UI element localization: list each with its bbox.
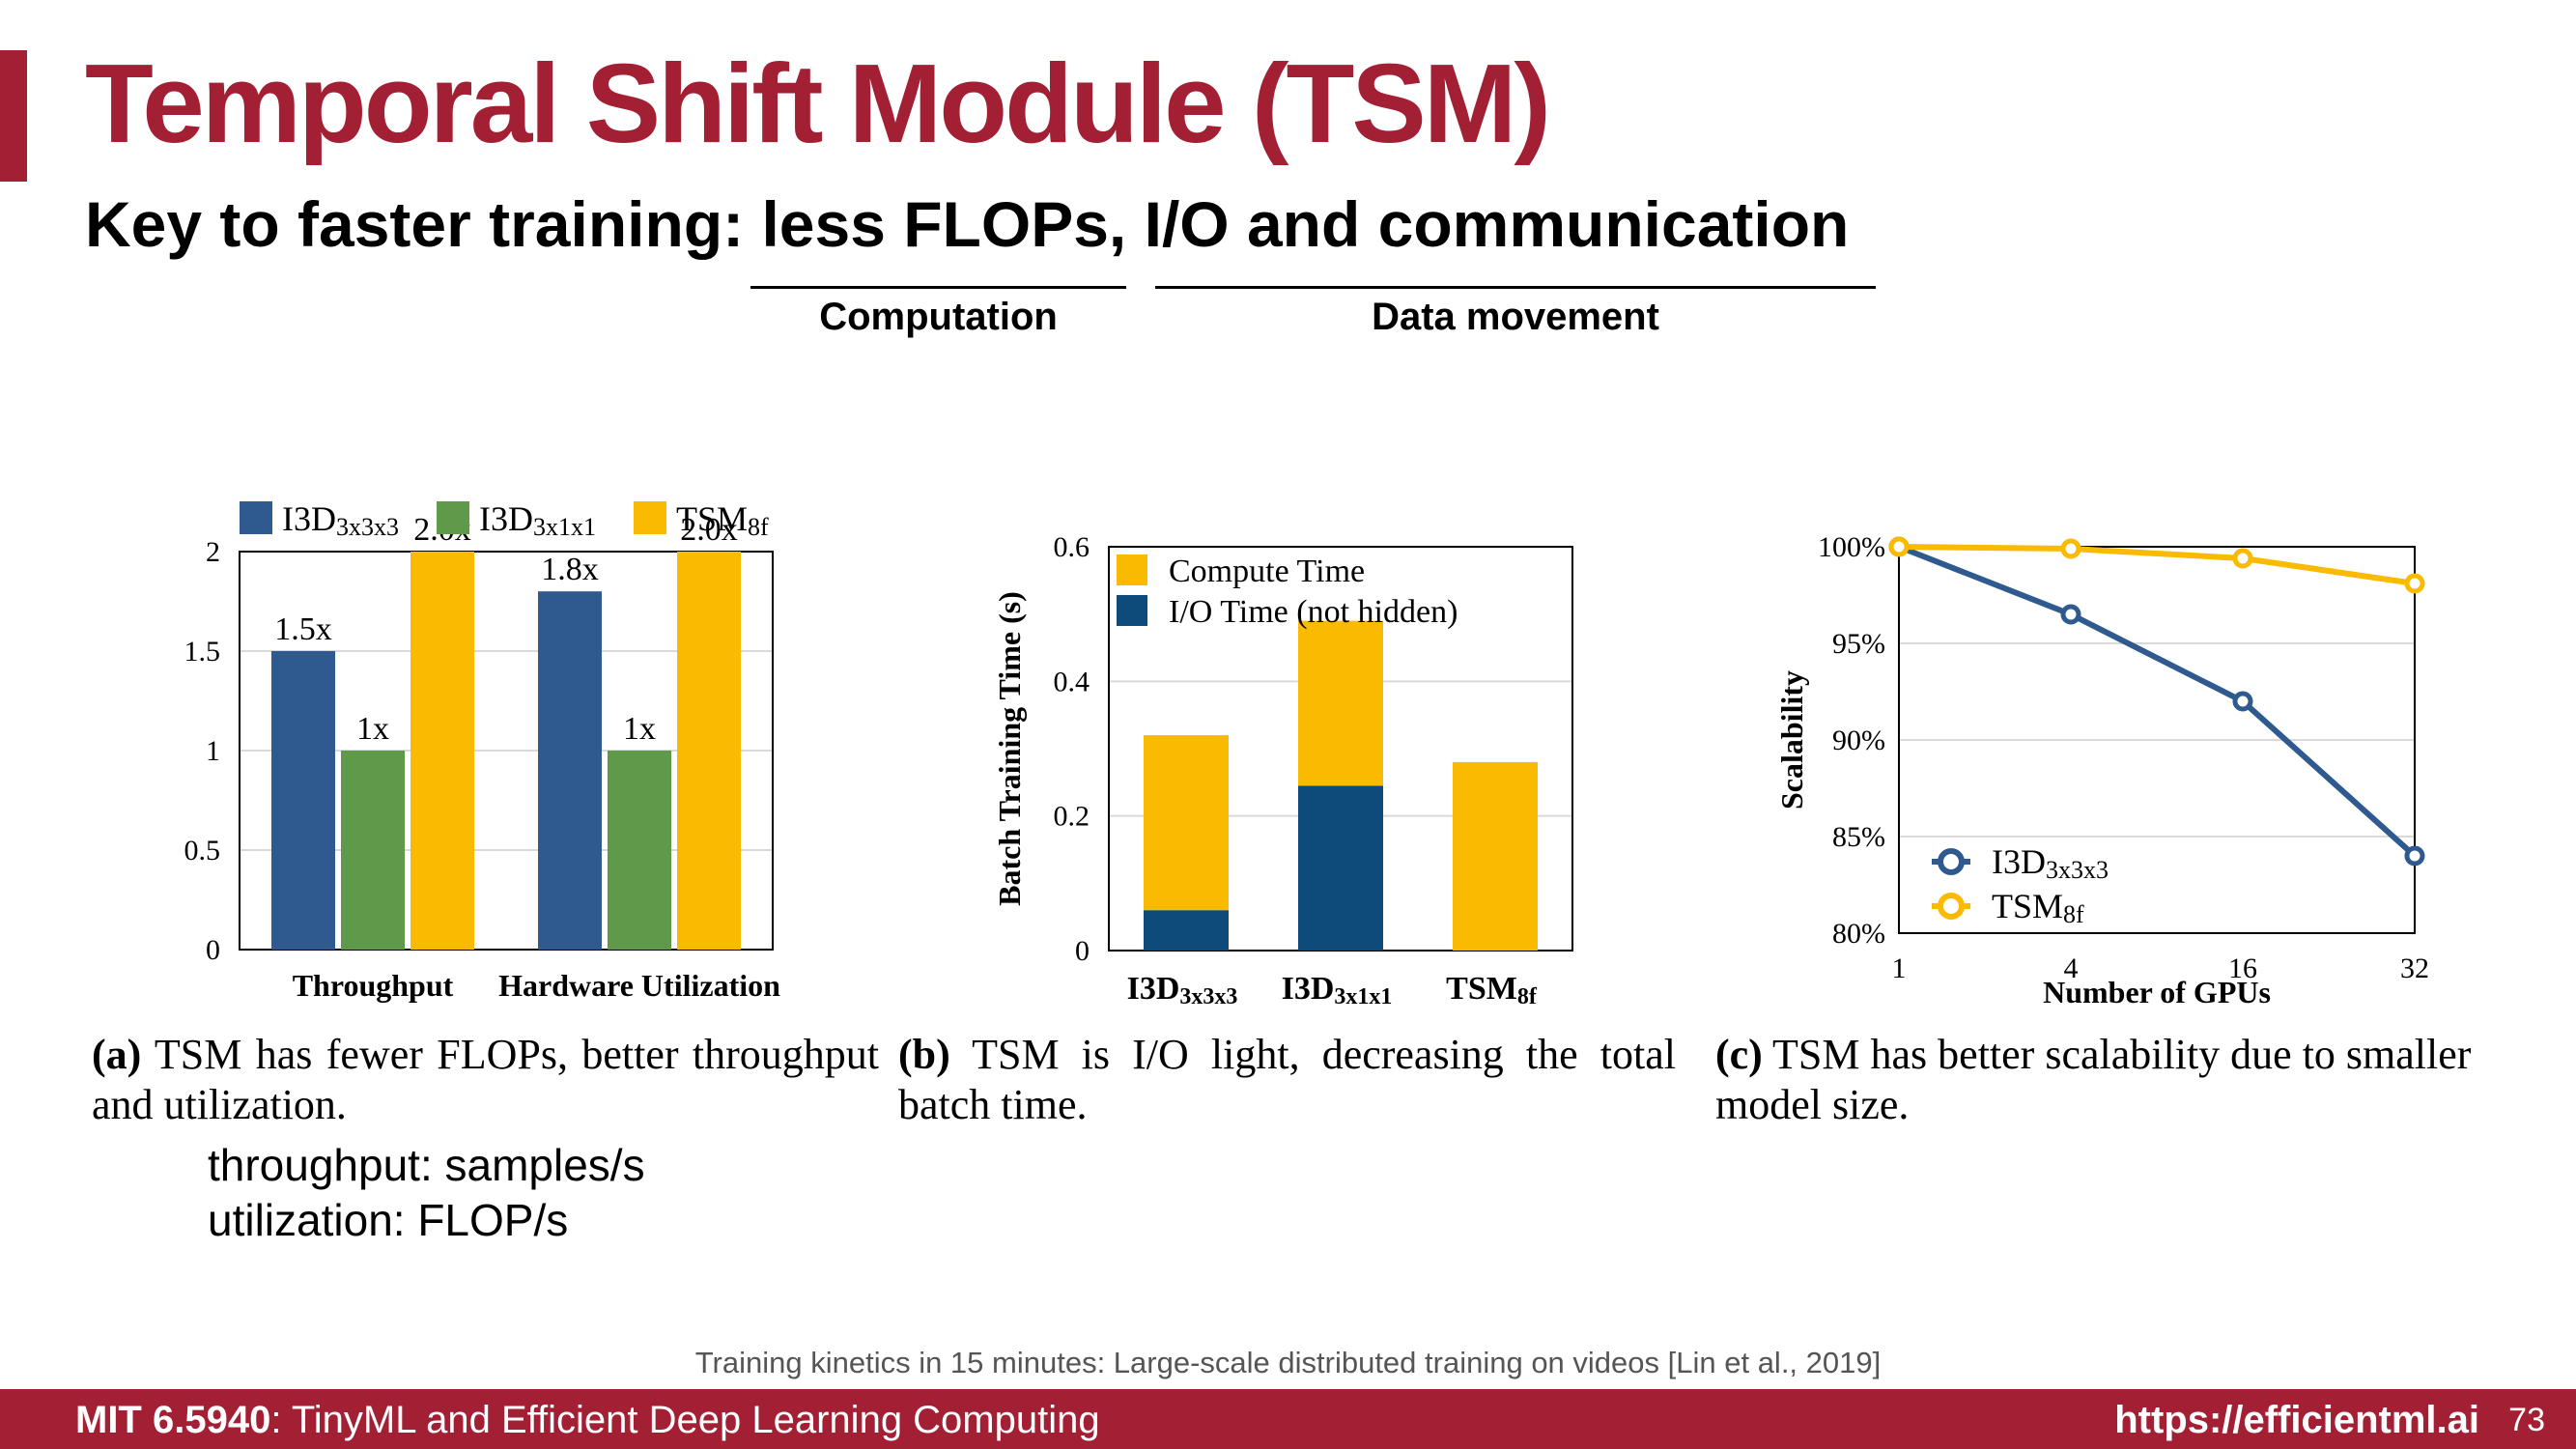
- y-axis-label: Batch Training Time (s): [992, 591, 1027, 906]
- legend-swatch: [634, 501, 666, 534]
- metric-notes: throughput: samples/s utilization: FLOP/…: [208, 1138, 645, 1248]
- y-tick-label: 80%: [1832, 918, 1885, 950]
- bar: [341, 751, 405, 950]
- slide-title: Temporal Shift Module (TSM): [85, 41, 1551, 166]
- bar-data-label: 2.0x: [680, 512, 738, 548]
- footer-course: MIT 6.5940: TinyML and Efficient Deep Le…: [75, 1399, 1100, 1442]
- caption-b-text: TSM is I/O light, decreasing the total b…: [898, 1031, 1676, 1128]
- caption-a: (a) TSM has fewer FLOPs, better throughp…: [92, 1030, 879, 1130]
- data-point: [2404, 845, 2425, 867]
- caption-a-text: TSM has fewer FLOPs, better throughput a…: [92, 1031, 879, 1128]
- citation: Training kinetics in 15 minutes: Large-s…: [694, 1346, 1882, 1379]
- x-category-label: I3D3x3x3: [1127, 971, 1238, 1009]
- x-category-label: Throughput: [293, 968, 454, 1003]
- data-point: [2232, 548, 2253, 569]
- legend-swatch: [1117, 595, 1147, 626]
- x-category-label: I3D3x1x1: [1282, 971, 1393, 1009]
- y-tick-label: 95%: [1832, 628, 1885, 660]
- legend-label: TSM8f: [676, 499, 769, 541]
- stacked-bar-segment: [1144, 910, 1229, 951]
- data-movement-bracket-line: [1155, 286, 1876, 289]
- y-tick-label: 0: [1075, 935, 1090, 967]
- bar: [538, 591, 602, 950]
- bar-data-label: 1x: [356, 711, 389, 747]
- y-tick-label: 1: [206, 735, 220, 767]
- batch-training-time-stacked-bar-chart: 0 0.2 0.4 0.6 Batch Training Time (s) I3D3x3x…: [992, 531, 1573, 1009]
- data-point: [2060, 538, 2081, 559]
- plot-frame: [1898, 546, 2416, 934]
- computation-label: Computation: [819, 296, 1058, 338]
- x-tick-label: 16: [2228, 952, 2257, 984]
- legend-swatch: [1117, 554, 1147, 585]
- data-point: [1888, 536, 1910, 557]
- y-tick-label: 1.5: [184, 636, 221, 668]
- footer-url[interactable]: https://efficientml.ai: [2114, 1399, 2479, 1441]
- throughput-utilization-bar-chart: 00.511.521.5x1x2.0xThroughput1.8x1x2.0xH…: [184, 499, 781, 1003]
- scalability-line-chart: 80% 85% 90% 95% 100% 1 4 16 32 Number of GPUs Scal…: [1774, 531, 2429, 1009]
- stacked-bar-segment: [1144, 735, 1229, 911]
- data-movement-label: Data movement: [1372, 296, 1659, 338]
- legend-swatch: [240, 501, 272, 534]
- y-tick-label: 100%: [1818, 531, 1885, 563]
- note-utilization: utilization: FLOP/s: [208, 1195, 569, 1245]
- x-tick-label: 4: [2064, 952, 2079, 984]
- title-accent-bar: [0, 50, 27, 182]
- x-category-label: Hardware Utilization: [498, 968, 780, 1003]
- series-line: [1897, 544, 2418, 859]
- bar-data-label: 1.5x: [274, 611, 332, 647]
- slide-subtitle: Key to faster training: less FLOPs, I/O …: [85, 188, 1850, 260]
- data-point: [2232, 691, 2253, 712]
- x-tick-label: 1: [1892, 952, 1907, 984]
- y-tick-label: 0: [206, 934, 220, 966]
- caption-b: (b) TSM is I/O light, decreasing the tot…: [898, 1030, 1676, 1130]
- stacked-bar-segment: [1298, 620, 1383, 786]
- legend-marker: [1938, 893, 1965, 920]
- y-tick-label: 90%: [1832, 724, 1885, 756]
- y-tick-label: 2: [206, 536, 220, 568]
- y-tick-label: 0.2: [1054, 801, 1090, 833]
- caption-c-text: TSM has better scalability due to smalle…: [1715, 1031, 2472, 1128]
- legend-label: I3D3x3x3: [1992, 842, 2109, 884]
- footer-course-name: : TinyML and Efficient Deep Learning Com…: [270, 1399, 1100, 1441]
- bar: [271, 651, 335, 950]
- y-axis-label: Scalability: [1774, 670, 1809, 810]
- legend-label: I3D3x1x1: [479, 499, 596, 541]
- legend-label: I/O Time (not hidden): [1169, 594, 1458, 630]
- series-line: [1898, 544, 2416, 586]
- bar: [608, 751, 671, 950]
- legend-marker: [1938, 848, 1965, 875]
- x-tick-label: 32: [2400, 952, 2429, 984]
- caption-c-tag: (c): [1715, 1031, 1763, 1078]
- y-tick-label: 0.5: [184, 835, 221, 867]
- legend-swatch: [437, 501, 469, 534]
- bar-data-label: 1.8x: [541, 552, 599, 587]
- y-tick-label: 85%: [1832, 821, 1885, 853]
- caption-c: (c) TSM has better scalability due to sm…: [1715, 1030, 2517, 1130]
- data-point: [2404, 573, 2425, 594]
- legend-label: Compute Time: [1169, 554, 1365, 589]
- stacked-bar-segment: [1453, 761, 1538, 951]
- legend-label: TSM8f: [1992, 887, 2084, 928]
- caption-b-tag: (b): [898, 1031, 950, 1078]
- stacked-bar-segment: [1298, 785, 1383, 951]
- footer-bar: MIT 6.5940: TinyML and Efficient Deep Le…: [0, 1389, 2576, 1449]
- note-throughput: throughput: samples/s: [208, 1140, 645, 1190]
- plot-frame: [239, 551, 774, 951]
- data-point: [2060, 604, 2081, 625]
- bar-data-label: 1x: [623, 711, 656, 747]
- bar: [677, 552, 741, 950]
- y-tick-label: 0.6: [1054, 531, 1090, 563]
- x-axis-label: Number of GPUs: [2043, 975, 2271, 1009]
- legend-label: I3D3x3x3: [282, 499, 399, 541]
- y-tick-label: 0.4: [1054, 666, 1090, 697]
- page-number: 73: [2508, 1402, 2545, 1438]
- computation-bracket-line: [750, 286, 1126, 289]
- x-category-label: TSM8f: [1446, 971, 1538, 1009]
- bar: [410, 552, 474, 950]
- caption-a-tag: (a): [92, 1031, 142, 1078]
- footer-course-code: MIT 6.5940: [75, 1399, 271, 1441]
